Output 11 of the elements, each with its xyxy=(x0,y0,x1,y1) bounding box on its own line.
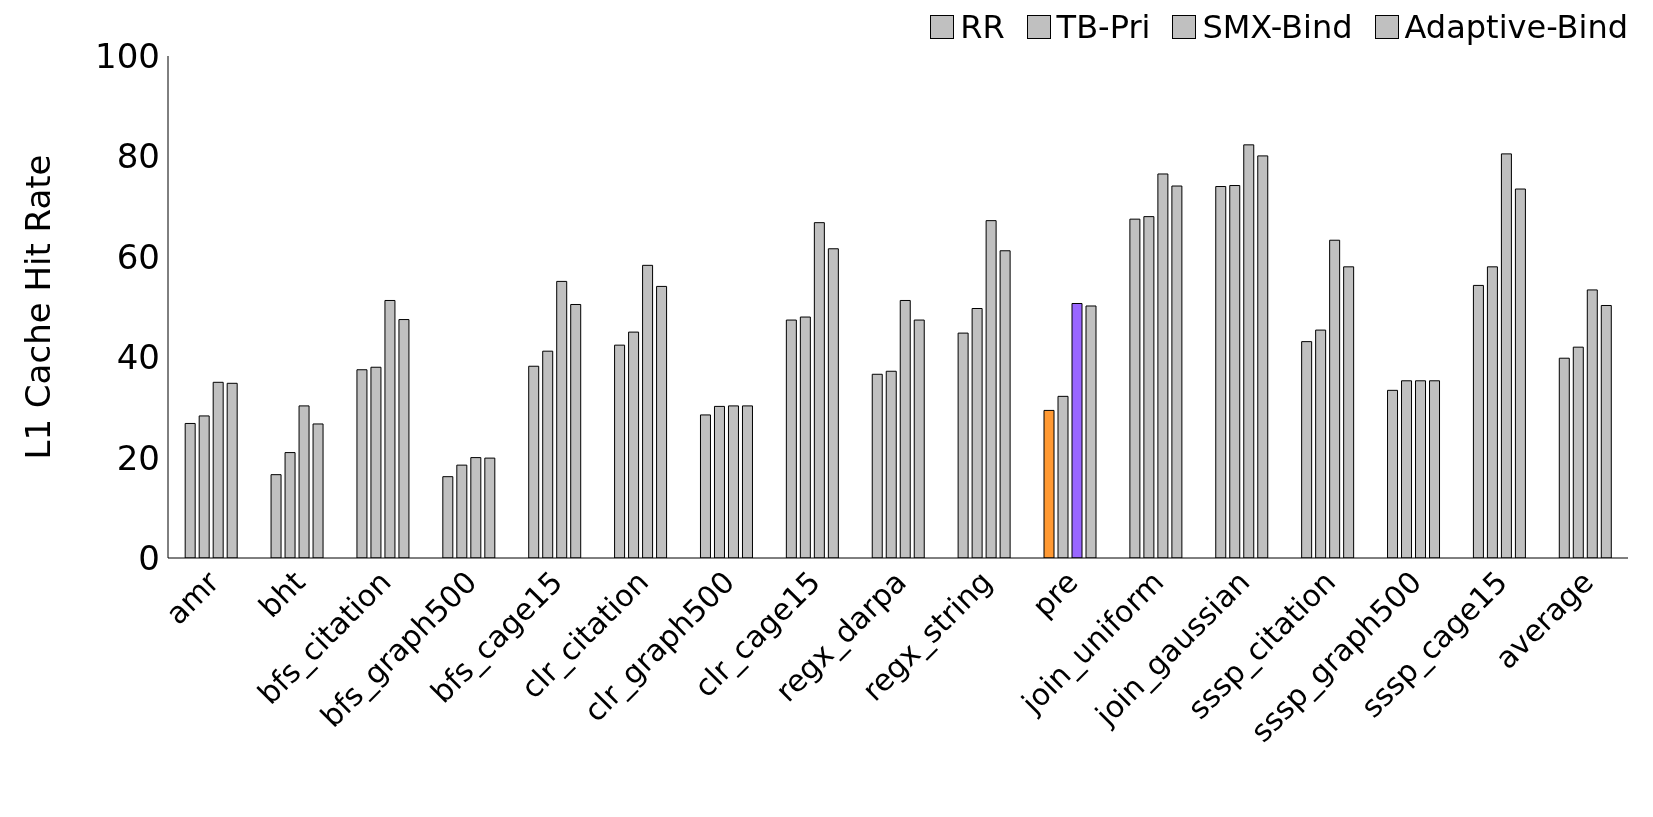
y-tick-label: 40 xyxy=(116,337,160,378)
legend-label: Adaptive-Bind xyxy=(1404,8,1628,46)
y-axis-title: L1 Cache Hit Rate xyxy=(18,154,59,460)
y-tick-label: 20 xyxy=(116,437,160,478)
y-tick-label: 0 xyxy=(138,538,160,579)
legend-label: SMX-Bind xyxy=(1202,8,1353,46)
y-tick-label: 60 xyxy=(116,236,160,277)
legend-label: RR xyxy=(960,8,1005,46)
y-tick-label: 100 xyxy=(95,36,160,77)
y-tick-label: 80 xyxy=(116,136,160,177)
legend-label: TB-Pri xyxy=(1056,8,1151,46)
